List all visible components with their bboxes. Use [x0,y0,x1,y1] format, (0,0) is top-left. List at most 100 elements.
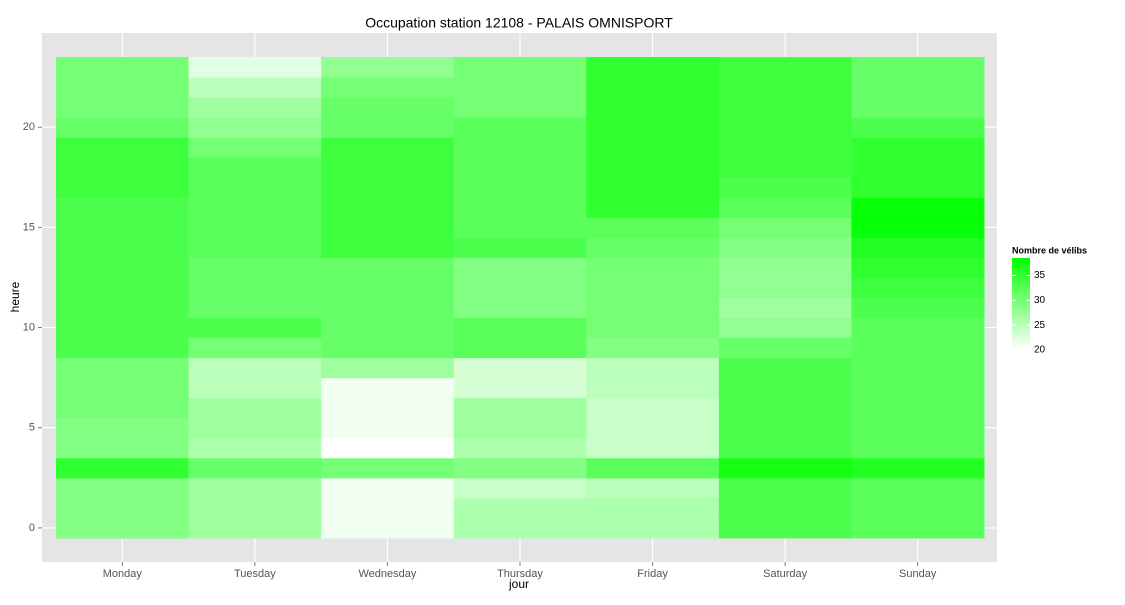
heat-cell [718,437,852,459]
heat-cell [453,177,587,198]
heat-cell [586,137,720,158]
heat-cell [851,157,985,178]
legend-title: Nombre de vélibs [1012,245,1087,255]
heat-cell [718,357,852,379]
heat-cell [718,217,852,238]
heat-cell [586,77,720,98]
heat-cell [188,497,322,519]
heat-cell [188,197,322,218]
heat-cell [321,137,455,158]
heat-cell [851,97,985,118]
heat-cell [851,137,985,158]
x-tick-label: Friday [637,568,668,580]
heat-cell [718,397,852,419]
heat-cell [321,197,455,218]
heat-cell [453,297,587,319]
heat-cell [851,57,985,78]
heat-cell [453,277,587,298]
heat-cell [188,477,322,499]
heat-cell [188,257,322,278]
heat-cell [453,77,587,98]
y-tick-label: 10 [23,321,35,333]
heat-cell [453,417,587,439]
heat-cell [586,517,720,539]
heat-cell [56,357,190,379]
heat-cell [851,337,985,359]
heat-cell [453,197,587,218]
y-tick-label: 20 [23,121,35,133]
heat-cell [453,237,587,258]
heat-cell [586,377,720,399]
heat-cell [718,257,852,278]
heat-cell [56,257,190,278]
heat-cell [56,57,190,78]
heat-cell [453,217,587,238]
heat-cell [188,77,322,98]
heat-cell [56,517,190,539]
heat-cell [851,257,985,278]
heat-cell [321,337,455,359]
heat-cell [718,317,852,339]
heat-cell [188,297,322,319]
heat-cell [321,457,455,479]
heat-cell [56,217,190,238]
heat-cell [718,77,852,98]
heat-cell [56,277,190,298]
heat-cell [321,237,455,258]
heat-cell [188,377,322,399]
x-tick-label: Sunday [899,568,937,580]
heat-cell [718,197,852,218]
heat-cell [321,57,455,78]
heat-cell [586,477,720,499]
heat-cell [453,117,587,138]
heat-cell [453,97,587,118]
heat-cell [56,117,190,138]
heat-cell [851,517,985,539]
heat-cell [453,137,587,158]
heat-cell [321,117,455,138]
heat-cell [851,77,985,98]
heat-cell [56,97,190,118]
y-tick-label: 15 [23,221,35,233]
heat-cell [586,237,720,258]
colorbar-tick-label: 20 [1034,345,1046,356]
heat-cell [321,497,455,519]
heat-cell [56,237,190,258]
heat-cell [851,377,985,399]
heat-cell [586,497,720,519]
heat-cell [453,57,587,78]
heat-cell [851,417,985,439]
heat-cell [453,317,587,339]
heat-cell [586,357,720,379]
heat-cell [321,377,455,399]
heat-cell [188,457,322,479]
heat-cell [851,397,985,419]
y-axis-title: heure [8,281,22,312]
heat-cell [718,477,852,499]
heat-cell [851,197,985,218]
heat-cell [453,477,587,499]
y-tick-label: 0 [29,522,35,534]
heat-cell [453,337,587,359]
heat-cell [188,117,322,138]
heat-cell [56,457,190,479]
heat-cell [718,457,852,479]
heat-cell [851,177,985,198]
heat-cell [56,177,190,198]
heat-cell [718,117,852,138]
heat-cell [453,377,587,399]
heat-cell [718,137,852,158]
heat-cell [321,477,455,499]
heat-cell [188,357,322,379]
heat-cell [851,277,985,298]
heat-cell [321,77,455,98]
colorbar-tick-label: 25 [1034,320,1046,331]
heat-cell [586,337,720,359]
x-tick-label: Wednesday [358,568,416,580]
heat-cell [188,57,322,78]
heat-cell [586,157,720,178]
heat-cell [321,157,455,178]
heat-cell [321,517,455,539]
heat-cell [56,197,190,218]
